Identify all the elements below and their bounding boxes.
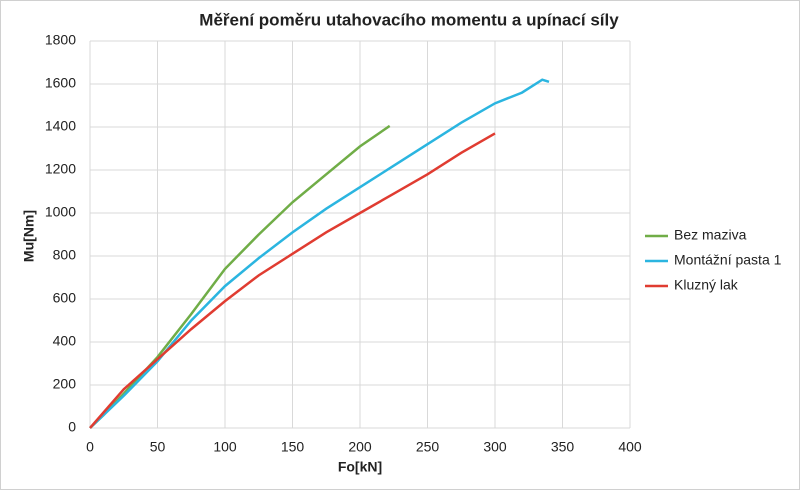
y-tick-label: 800 (53, 247, 77, 263)
y-tick-label: 1600 (45, 75, 76, 91)
chart-title: Měření poměru utahovacího momentu a upín… (199, 10, 619, 29)
legend-label: Kluzný lak (674, 277, 739, 293)
y-tick-label: 0 (68, 419, 76, 435)
y-tick-label: 1400 (45, 118, 76, 134)
series-line (89, 78, 550, 429)
y-tick-label: 1000 (45, 204, 76, 220)
x-tick-label: 100 (213, 439, 237, 455)
x-axis-label: Fo[kN] (338, 459, 382, 475)
series-line (89, 132, 496, 429)
legend-label: Montážní pasta 1 (674, 252, 782, 268)
x-tick-label: 400 (618, 439, 642, 455)
x-tick-label: 50 (150, 439, 166, 455)
y-tick-label: 1800 (45, 32, 76, 48)
y-tick-label: 200 (53, 376, 77, 392)
y-tick-label: 600 (53, 290, 77, 306)
y-tick-label: 400 (53, 333, 77, 349)
x-tick-label: 350 (551, 439, 575, 455)
x-tick-label: 200 (348, 439, 372, 455)
x-tick-label: 0 (86, 439, 94, 455)
x-tick-label: 250 (416, 439, 440, 455)
y-axis-label: Mu[Nm] (21, 210, 37, 262)
y-tick-label: 1200 (45, 161, 76, 177)
x-tick-label: 300 (483, 439, 507, 455)
x-tick-label: 150 (281, 439, 305, 455)
legend-label: Bez maziva (674, 227, 747, 243)
